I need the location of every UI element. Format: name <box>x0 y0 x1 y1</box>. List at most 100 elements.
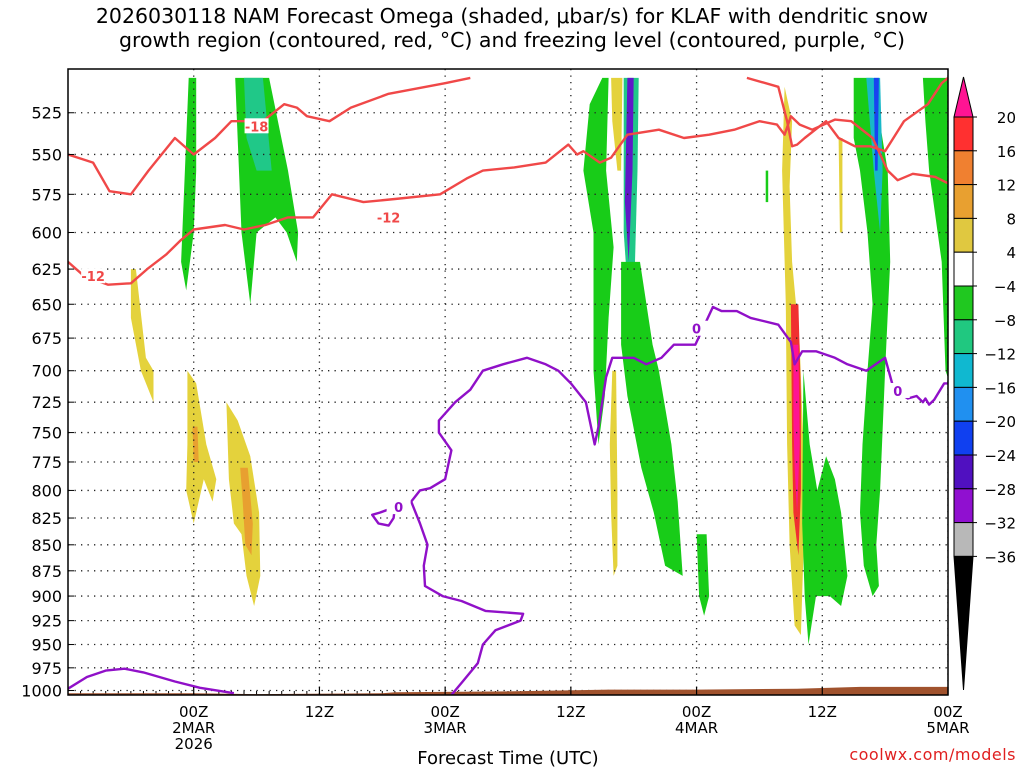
omega-region-18 <box>802 370 848 645</box>
contour-label: 0 <box>893 385 902 400</box>
y-tick-label: 550 <box>31 145 62 164</box>
contour-label: -12 <box>377 211 401 226</box>
plot-frame <box>67 68 949 696</box>
x-tick-label: 00Z <box>179 703 208 721</box>
colorbar-segment <box>953 353 974 388</box>
colorbar-label: −24 <box>984 447 1016 465</box>
colorbar-label: −36 <box>984 548 1016 566</box>
y-tick-label: 575 <box>31 185 62 204</box>
y-tick-label: 1000 <box>21 682 62 701</box>
y-tick-label: 950 <box>31 636 62 655</box>
colorbar-label: 4 <box>1006 244 1016 262</box>
omega-region-22 <box>838 138 843 233</box>
contour-label-bg <box>376 209 401 225</box>
chart-title: 2026030118 NAM Forecast Omega (shaded, μ… <box>0 4 1024 52</box>
y-tick-label: 875 <box>31 562 62 581</box>
omega-region-17 <box>793 344 800 513</box>
contour-label-bg <box>244 118 269 134</box>
y-tick-label: 825 <box>31 509 62 528</box>
colorbar-segment <box>953 386 974 422</box>
terrain-surface <box>68 686 948 695</box>
contour-freeze-right3 <box>978 479 983 496</box>
x-tick-label: 12Z <box>305 703 334 721</box>
y-tick-label: 600 <box>31 223 62 242</box>
omega-region-24 <box>765 170 769 203</box>
y-tick-label: 700 <box>31 362 62 381</box>
x-tick-label: 00Z <box>933 703 962 721</box>
title-line-2: growth region (contoured, red, °C) and f… <box>118 28 906 52</box>
colorbar-label: 12 <box>997 177 1016 195</box>
contour-label: 0 <box>394 501 403 516</box>
omega-region-11 <box>624 77 634 262</box>
contour-label: -18 <box>245 120 269 135</box>
contour-freeze-loop <box>371 505 397 527</box>
contour-label-bg <box>885 382 910 398</box>
y-tick-label: 775 <box>31 453 62 472</box>
colorbar-segment <box>953 522 974 557</box>
omega-region-12 <box>621 261 683 576</box>
colorbar-label: 20 <box>997 109 1016 127</box>
colorbar-segment <box>953 454 974 490</box>
x-tick-label: 12Z <box>556 703 585 721</box>
colorbar-segment <box>953 116 974 152</box>
y-tick-label: 850 <box>31 536 62 555</box>
omega-region-20 <box>866 77 883 233</box>
colorbar-label: −28 <box>984 481 1016 499</box>
y-tick-label: 725 <box>31 393 62 412</box>
x-tick-label: 2026 <box>175 735 213 753</box>
colorbar-bottom-arrow <box>953 555 974 691</box>
x-tick-label: 00Z <box>430 703 459 721</box>
colorbar-top-arrow <box>953 76 974 118</box>
omega-region-23 <box>922 77 948 378</box>
omega-region-13 <box>609 370 618 576</box>
contour-label: 0 <box>692 323 701 338</box>
colorbar-label: −32 <box>984 515 1016 533</box>
colorbar-segment <box>953 251 974 287</box>
y-tick-label: 650 <box>31 295 62 314</box>
credit-link[interactable]: coolwx.com/models <box>849 745 1016 764</box>
plot-background <box>68 69 948 695</box>
title-line-1: 2026030118 NAM Forecast Omega (shaded, μ… <box>95 4 929 28</box>
y-tick-label: 800 <box>31 481 62 500</box>
colorbar-segment <box>953 319 974 355</box>
y-tick-label: 525 <box>31 104 62 123</box>
x-tick-label: 12Z <box>808 703 837 721</box>
contour-label-bg <box>684 320 709 336</box>
colorbar-label: −20 <box>984 413 1016 431</box>
y-tick-label: 900 <box>31 587 62 606</box>
contour-label-bg <box>386 499 411 515</box>
omega-region-4 <box>240 467 253 556</box>
colorbar-label: 8 <box>1006 210 1016 228</box>
contour-label: -12 <box>81 270 105 285</box>
colorbar-label: −8 <box>994 312 1016 330</box>
x-tick-label: 5MAR <box>926 719 969 737</box>
colorbar-segment <box>953 285 974 321</box>
y-tick-label: 675 <box>31 329 62 348</box>
x-tick-label: 4MAR <box>675 719 718 737</box>
omega-region-0 <box>130 269 154 403</box>
y-tick-label: 925 <box>31 612 62 631</box>
colorbar-label: 16 <box>997 143 1016 161</box>
contour-freeze-right2 <box>978 571 1023 611</box>
contour-dgz-aloft <box>746 76 948 153</box>
contour-freeze-main <box>410 305 948 695</box>
colorbar-segment <box>953 150 974 186</box>
colorbar-label: −4 <box>994 278 1016 296</box>
colorbar-segment <box>953 488 974 524</box>
y-tick-label: 625 <box>31 260 62 279</box>
colorbar-segment <box>953 184 974 219</box>
colorbar-label: −16 <box>984 379 1016 397</box>
colorbar-label: −12 <box>984 346 1016 364</box>
colorbar-segment <box>953 420 974 456</box>
y-tick-label: 750 <box>31 424 62 443</box>
x-axis-label: Forecast Time (UTC) <box>417 748 598 768</box>
colorbar-segment <box>953 217 974 253</box>
omega-region-14 <box>696 534 710 616</box>
contour-label-bg <box>81 268 106 284</box>
y-tick-label: 975 <box>31 659 62 678</box>
omega-region-8 <box>583 77 614 445</box>
x-tick-label: 00Z <box>682 703 711 721</box>
contour-dgz-lower <box>68 114 948 286</box>
x-tick-label: 3MAR <box>424 719 467 737</box>
